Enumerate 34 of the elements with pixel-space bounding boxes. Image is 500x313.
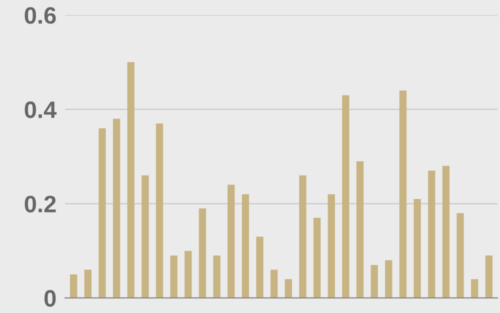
bar — [256, 236, 264, 298]
bar — [442, 166, 450, 298]
bar — [84, 270, 92, 298]
y-tick-label: 0.2 — [24, 196, 56, 212]
bar — [456, 213, 464, 298]
bar — [385, 260, 392, 298]
bar — [170, 256, 178, 298]
bar — [356, 161, 364, 298]
bar — [127, 62, 134, 298]
bar — [471, 279, 478, 298]
bar — [428, 170, 436, 298]
bar — [213, 256, 220, 298]
bar — [313, 218, 321, 298]
y-tick-label: 0 — [44, 290, 56, 307]
y-tick-label: 0.4 — [24, 101, 57, 118]
bar — [284, 279, 292, 298]
bar — [485, 256, 492, 298]
bar — [414, 198, 421, 298]
bar — [228, 184, 235, 298]
bar — [112, 118, 120, 298]
y-tick-label: 0.6 — [24, 7, 56, 24]
bar — [342, 95, 350, 298]
bar — [242, 194, 250, 298]
bar — [198, 208, 206, 298]
bar — [184, 250, 192, 298]
bar — [142, 175, 149, 298]
bar — [370, 264, 378, 298]
bar — [299, 175, 306, 298]
bar — [156, 123, 164, 298]
bar — [270, 270, 278, 298]
bar — [399, 90, 407, 298]
bar — [70, 274, 78, 298]
bar — [98, 128, 106, 298]
bar — [328, 194, 335, 298]
